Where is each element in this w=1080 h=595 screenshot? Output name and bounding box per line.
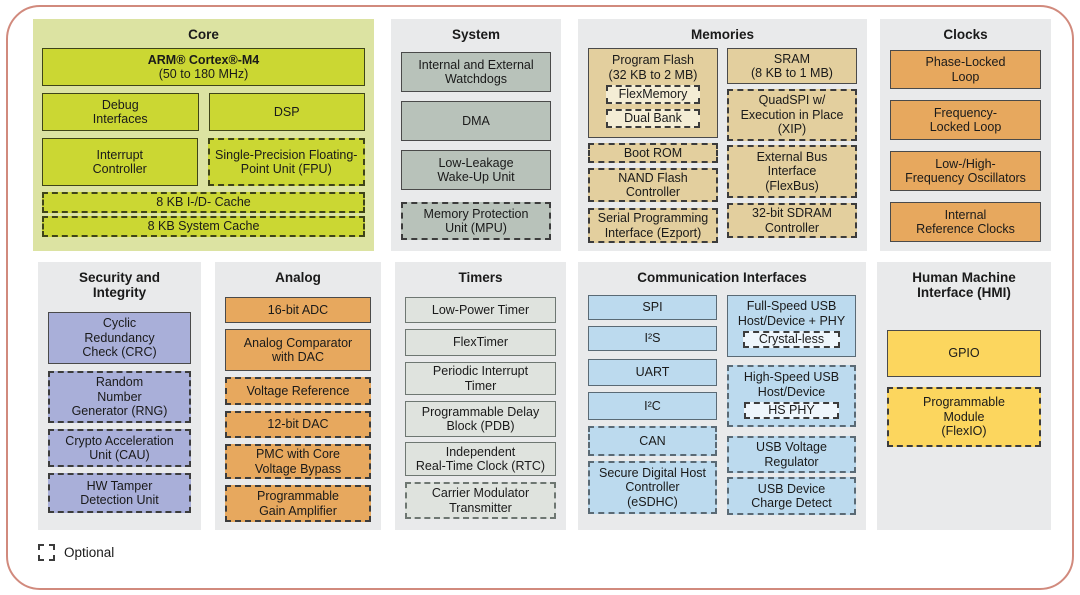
block-can: CAN xyxy=(588,426,717,457)
cpu-speed: (50 to 180 MHz) xyxy=(158,67,249,82)
panel-security: Security and Integrity Cyclic Redundancy… xyxy=(38,262,201,530)
legend-label: Optional xyxy=(64,545,115,560)
block-i2c: I²C xyxy=(588,392,717,421)
section-title: Core xyxy=(188,27,219,42)
block-watchdogs: Internal and External Watchdogs xyxy=(401,52,551,93)
section-title: Human Machine Interface (HMI) xyxy=(912,270,1016,301)
block-cau: Crypto Acceleration Unit (CAU) xyxy=(48,429,191,468)
block-pit: Periodic Interrupt Timer xyxy=(405,362,556,396)
block-dsp: DSP xyxy=(208,93,365,132)
block-flextimer: FlexTimer xyxy=(405,329,556,357)
block-flexbus: External Bus Interface (FlexBus) xyxy=(727,145,857,199)
block-system-cache: 8 KB System Cache xyxy=(42,216,365,238)
block-llwu: Low-Leakage Wake-Up Unit xyxy=(401,150,551,191)
block-full-speed-usb: Full-Speed USB Host/Device + PHY Crystal… xyxy=(727,295,856,358)
block-analog-comparator: Analog Comparator with DAC xyxy=(225,329,371,372)
panel-timers: Timers Low-Power Timer FlexTimer Periodi… xyxy=(395,262,566,530)
block-boot-rom: Boot ROM xyxy=(588,143,718,164)
panel-analog: Analog 16-bit ADC Analog Comparator with… xyxy=(215,262,381,530)
block-fll: Frequency- Locked Loop xyxy=(890,100,1041,141)
block-interrupt-controller: Interrupt Controller xyxy=(42,138,198,187)
block-crc: Cyclic Redundancy Check (CRC) xyxy=(48,312,191,365)
section-title: Communication Interfaces xyxy=(637,270,807,285)
panel-memories: Memories Program Flash (32 KB to 2 MB) F… xyxy=(578,19,867,251)
block-crystal-less: Crystal-less xyxy=(743,331,840,349)
program-flash-label: Program Flash (32 KB to 2 MB) xyxy=(608,53,698,82)
section-title: Security and Integrity xyxy=(78,270,161,301)
block-flexio: Programmable Module (FlexIO) xyxy=(887,387,1041,448)
block-esdhc: Secure Digital Host Controller (eSDHC) xyxy=(588,461,717,515)
section-title: Clocks xyxy=(943,27,988,42)
block-hs-phy: HS PHY xyxy=(744,402,839,420)
panel-hmi: Human Machine Interface (HMI) GPIO Progr… xyxy=(877,262,1051,530)
block-oscillators: Low-/High- Frequency Oscillators xyxy=(890,151,1041,192)
block-internal-reference-clocks: Internal Reference Clocks xyxy=(890,202,1041,243)
block-sdram-controller: 32-bit SDRAM Controller xyxy=(727,203,857,239)
block-sram: SRAM (8 KB to 1 MB) xyxy=(727,48,857,85)
block-arm-cortex-m4: ARM® Cortex®-M4 (50 to 180 MHz) xyxy=(42,48,365,87)
block-gpio: GPIO xyxy=(887,330,1041,378)
block-pll: Phase-Locked Loop xyxy=(890,50,1041,90)
block-uart: UART xyxy=(588,359,717,387)
block-i2s: I²S xyxy=(588,326,717,352)
section-title: Timers xyxy=(458,270,503,285)
diagram-frame xyxy=(6,5,1074,590)
block-voltage-reference: Voltage Reference xyxy=(225,377,371,406)
block-16bit-adc: 16-bit ADC xyxy=(225,297,371,324)
high-speed-usb-label: High-Speed USB Host/Device xyxy=(743,370,840,399)
panel-clocks: Clocks Phase-Locked Loop Frequency- Lock… xyxy=(880,19,1051,251)
block-cmt: Carrier Modulator Transmitter xyxy=(405,482,556,520)
panel-communication: Communication Interfaces SPI I²S UART I²… xyxy=(578,262,866,530)
block-usb-voltage-regulator: USB Voltage Regulator xyxy=(727,436,856,474)
block-rtc: Independent Real-Time Clock (RTC) xyxy=(405,442,556,477)
cpu-name: ARM® Cortex®-M4 xyxy=(147,52,260,67)
legend-optional: Optional xyxy=(38,544,114,561)
section-title: Analog xyxy=(275,270,321,285)
block-dma: DMA xyxy=(401,101,551,142)
block-ezport: Serial Programming Interface (Ezport) xyxy=(588,208,718,244)
block-dual-bank: Dual Bank xyxy=(606,109,700,129)
block-pdb: Programmable Delay Block (PDB) xyxy=(405,401,556,438)
block-pmc: PMC with Core Voltage Bypass xyxy=(225,444,371,480)
panel-core: Core ARM® Cortex®-M4 (50 to 180 MHz) Deb… xyxy=(33,19,374,251)
section-title: System xyxy=(451,27,501,42)
block-low-power-timer: Low-Power Timer xyxy=(405,297,556,324)
block-flexmemory: FlexMemory xyxy=(606,85,700,105)
block-quadspi: QuadSPI w/ Execution in Place (XIP) xyxy=(727,89,857,142)
block-usb-charge-detect: USB Device Charge Detect xyxy=(727,477,856,516)
block-mpu: Memory Protection Unit (MPU) xyxy=(401,202,551,241)
section-title: Memories xyxy=(690,27,755,42)
block-id-cache: 8 KB I-/D- Cache xyxy=(42,192,365,214)
block-program-flash: Program Flash (32 KB to 2 MB) FlexMemory… xyxy=(588,48,718,139)
block-nand-flash-controller: NAND Flash Controller xyxy=(588,168,718,203)
optional-dashed-swatch xyxy=(38,544,55,561)
block-fpu: Single-Precision Floating- Point Unit (F… xyxy=(207,138,365,187)
panel-system: System Internal and External Watchdogs D… xyxy=(391,19,561,251)
full-speed-usb-label: Full-Speed USB Host/Device + PHY xyxy=(737,299,846,328)
block-tamper-detection: HW Tamper Detection Unit xyxy=(48,473,191,514)
block-pga: Programmable Gain Amplifier xyxy=(225,485,371,523)
block-debug-interfaces: Debug Interfaces xyxy=(42,93,199,132)
block-rng: Random Number Generator (RNG) xyxy=(48,371,191,424)
block-spi: SPI xyxy=(588,295,717,321)
block-12bit-dac: 12-bit DAC xyxy=(225,411,371,439)
block-high-speed-usb: High-Speed USB Host/Device HS PHY xyxy=(727,365,856,428)
